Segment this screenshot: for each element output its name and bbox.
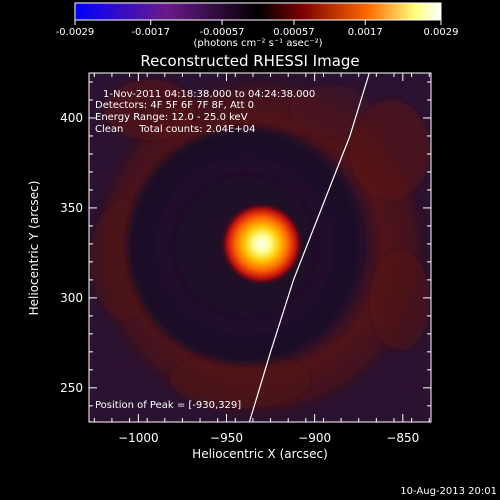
y-tick-label: 350: [60, 201, 83, 215]
x-tick-label: −850: [386, 431, 419, 445]
x-tick-label: −900: [298, 431, 331, 445]
colorbar-tick-label: 0.0029: [424, 27, 459, 38]
colorbar-unit-label: (photons cm⁻² s⁻¹ asec⁻²): [193, 38, 322, 49]
x-axis-label: Heliocentric X (arcsec): [192, 447, 328, 461]
detectors-label: Detectors: 4F 5F 6F 7F 8F, Att 0: [95, 100, 254, 111]
peak-position-label: Position of Peak = [-930,329]: [95, 400, 241, 411]
x-tick-label: −1000: [118, 431, 159, 445]
x-axis: −1000 −950 −900 −850: [93, 73, 430, 445]
plot-frame: [88, 72, 432, 423]
colorbar-tick-label: 0.00057: [273, 27, 314, 38]
x-tick-label: −950: [210, 431, 243, 445]
colorbar: -0.0029 -0.0017 -0.00057 0.00057 0.0017 0.002…: [56, 2, 459, 49]
colorbar-ticks: -0.0029 -0.0017 -0.00057 0.00057 0.0017 0.002…: [56, 20, 459, 38]
y-tick-label: 300: [60, 291, 83, 305]
colorbar-tick-label: -0.0029: [56, 27, 95, 38]
chart-title: Reconstructed RHESSI Image: [140, 52, 359, 70]
energy-range-label: Energy Range: 12.0 - 25.0 keV: [95, 112, 248, 123]
peak-source: [219, 201, 304, 286]
y-axis-label: Heliocentric Y (arcsec): [27, 181, 41, 316]
clean-counts-label: Clean Total counts: 2.04E+04: [95, 124, 255, 135]
y-tick-label: 250: [60, 381, 83, 395]
footer-timestamp: 10-Aug-2013 20:01: [400, 486, 497, 497]
y-tick-label: 400: [60, 111, 83, 125]
time-range-label: 1-Nov-2011 04:18:38.000 to 04:24:38.000: [103, 89, 315, 100]
halo-blobs: [90, 80, 430, 408]
solar-limb-line: [248, 73, 370, 422]
colorbar-tick-label: -0.0017: [131, 27, 170, 38]
annotations: 1-Nov-2011 04:18:38.000 to 04:24:38.000 …: [95, 89, 315, 411]
colorbar-tick-label: -0.00057: [200, 27, 245, 38]
image-area: [89, 73, 431, 422]
colorbar-tick-label: 0.0017: [348, 27, 383, 38]
y-axis: 250 300 350 400: [60, 81, 431, 407]
colorbar-gradient: [74, 2, 442, 21]
